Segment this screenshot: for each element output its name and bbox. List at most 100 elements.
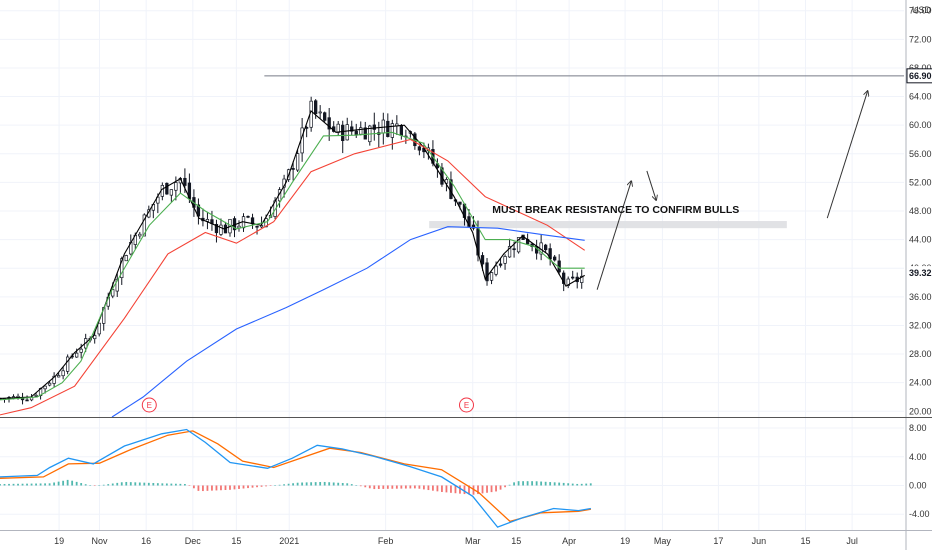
moving-average-line [111, 226, 585, 418]
macd-histogram-bar [143, 482, 146, 486]
currency-label: USD [912, 5, 932, 15]
candle-body [214, 223, 219, 234]
candle-body [246, 215, 250, 218]
macd-histogram-bar [233, 485, 236, 490]
candle-body [507, 246, 512, 258]
macd-histogram-bar [477, 485, 479, 495]
candle-body [183, 177, 187, 186]
candle-body [553, 256, 557, 261]
candle-body [571, 276, 575, 279]
candle-body [97, 322, 101, 335]
candle-body [471, 224, 476, 229]
candle-body [543, 244, 548, 251]
macd-histogram-bar [508, 484, 511, 486]
candle-body [93, 335, 97, 340]
macd-histogram-bar [517, 481, 520, 486]
macd-histogram-bar [179, 483, 182, 486]
macd-histogram-bar [152, 483, 155, 486]
macd-histogram-bar [17, 483, 19, 486]
price-tick-label: 32.00 [909, 320, 932, 330]
macd-histogram-bar [450, 485, 452, 493]
earnings-marker-label: E [464, 401, 469, 410]
macd-histogram-bar [71, 480, 74, 486]
candle-body [516, 237, 521, 253]
macd-histogram-bar [553, 482, 556, 486]
candle-body [56, 375, 61, 378]
macd-histogram-bar [62, 480, 65, 486]
macd-histogram-bar [269, 485, 272, 486]
macd-histogram-bar [129, 482, 132, 486]
macd-histogram-bar [0, 484, 1, 486]
time-tick-label: Dec [185, 536, 202, 546]
macd-histogram-bar [346, 483, 349, 486]
macd-histogram-bar [202, 485, 204, 492]
candle-body [381, 119, 385, 134]
macd-histogram-bar [165, 483, 168, 486]
macd-histogram-bar [418, 485, 421, 489]
macd-histogram-bar [26, 483, 28, 486]
candle-body [363, 127, 367, 140]
candle-body [120, 258, 124, 278]
candle-body [345, 124, 349, 141]
macd-histogram-bar [35, 483, 37, 486]
candle-body [399, 125, 403, 136]
macd-histogram-bar [504, 485, 506, 488]
time-tick-label: Nov [92, 536, 109, 546]
price-tick-label: 76.00 [909, 6, 932, 16]
macd-histogram-bar [355, 485, 358, 486]
macd-histogram-bar [314, 482, 317, 486]
macd-panel [0, 428, 592, 528]
macd-histogram-bar [522, 481, 525, 486]
macd-histogram-bar [188, 485, 191, 486]
macd-histogram-bar [283, 484, 285, 486]
macd-histogram-bar [526, 481, 529, 486]
macd-histogram-bar [323, 481, 326, 486]
macd-histogram-bar [274, 485, 276, 486]
macd-histogram-bar [260, 485, 263, 487]
candle-body [52, 375, 56, 384]
macd-histogram-bar [174, 483, 177, 486]
time-tick-label: May [654, 536, 672, 546]
candle-body [25, 399, 29, 402]
macd-tick-label: -4.00 [909, 509, 930, 519]
price-tick-label: 20.00 [909, 406, 932, 416]
time-tick-label: 15 [231, 536, 241, 546]
macd-tick-label: 8.00 [909, 423, 927, 433]
moving-average-line [0, 109, 585, 399]
earnings-marker [459, 397, 474, 413]
macd-histogram-bar [183, 484, 186, 486]
macd-histogram-bar [373, 485, 376, 490]
candle-body [295, 153, 300, 171]
candle-body [43, 385, 47, 390]
price-badge-label: 66.90 [909, 71, 932, 81]
macd-histogram-bar [332, 482, 335, 486]
candle-body [489, 272, 494, 281]
macd-histogram-bar [481, 485, 484, 494]
macd-histogram-bar [377, 485, 380, 489]
candle-body [219, 224, 223, 235]
macd-histogram-bar [93, 485, 96, 487]
price-badge [906, 68, 932, 84]
macd-tick-label: 0.00 [909, 480, 927, 490]
macd-histogram-bar [350, 484, 353, 486]
macd-tick-label: 4.00 [909, 452, 927, 462]
macd-histogram-bar [211, 485, 213, 491]
candles-group [0, 96, 584, 405]
candle-body [390, 123, 394, 138]
candle-body [314, 100, 318, 115]
time-tick-label: 15 [511, 536, 521, 546]
macd-histogram-bar [341, 483, 344, 486]
macd-histogram-bar [589, 483, 592, 486]
price-tick-label: 56.00 [909, 149, 932, 159]
macd-histogram-bar [21, 483, 24, 486]
chart-grid [0, 0, 904, 530]
macd-histogram-bar [513, 482, 515, 486]
macd-histogram-bar [215, 485, 218, 491]
candle-body [47, 382, 52, 386]
macd-signal-line [0, 430, 592, 523]
macd-histogram-bar [319, 481, 322, 486]
macd-histogram-bar [98, 485, 101, 486]
macd-histogram-bar [57, 481, 60, 486]
earnings-marker [141, 397, 157, 413]
time-tick-label: 19 [54, 536, 64, 546]
